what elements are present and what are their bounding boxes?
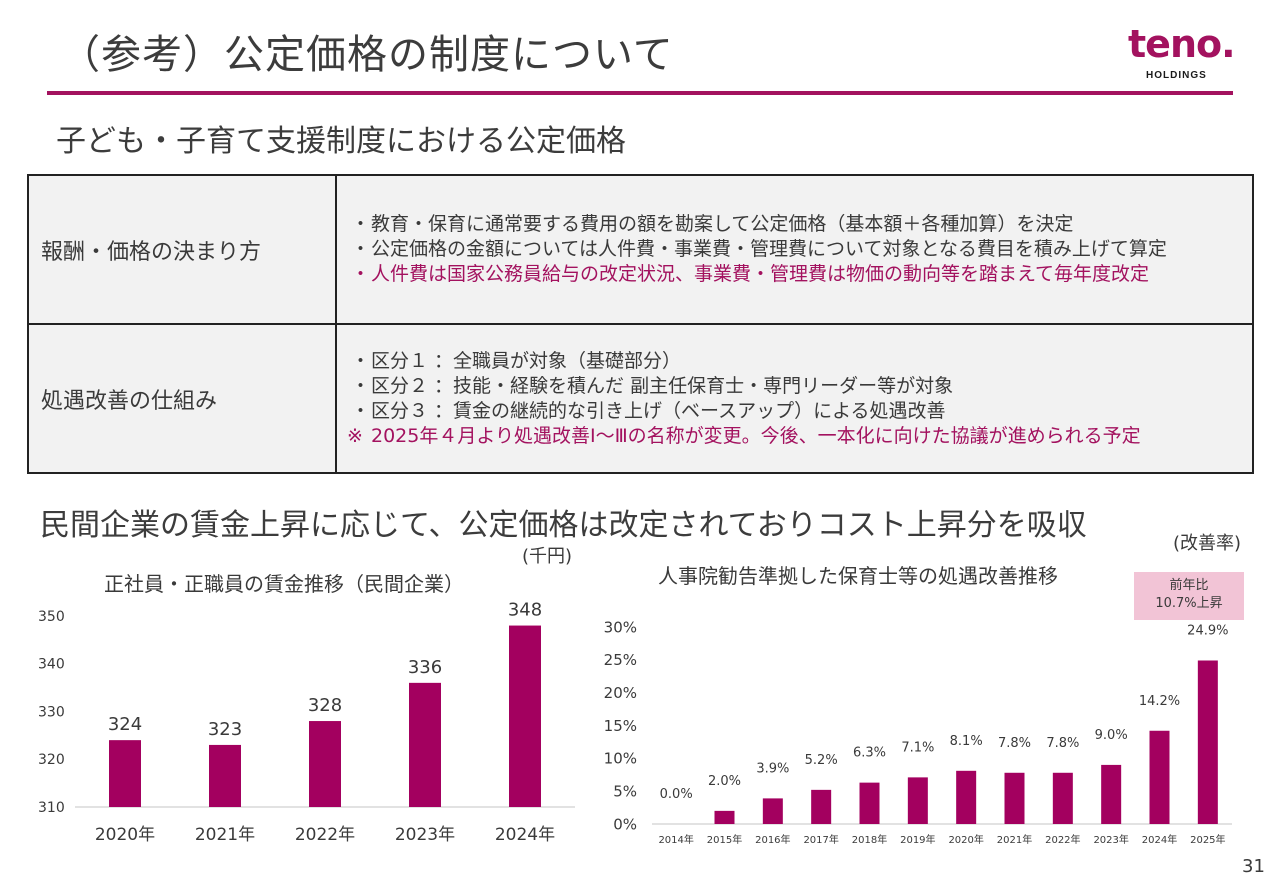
y-tick-label: 10% <box>604 750 637 768</box>
x-tick-label: 2024年 <box>495 825 555 845</box>
data-label: 323 <box>208 719 242 740</box>
title-divider <box>47 91 1233 95</box>
y-tick-label: 320 <box>38 752 65 768</box>
left-chart-title: 正社員・正職員の賃金推移（民間企業） <box>104 572 464 596</box>
row-label: 処遇改善の仕組み <box>27 323 337 474</box>
left-chart-unit: (千円) <box>522 546 573 567</box>
table-row: 処遇改善の仕組み 区分１ ：全職員が対象（基礎部分） 区分２ ：技能・経験を積ん… <box>27 323 1254 474</box>
x-tick-label: 2020年 <box>95 825 155 845</box>
company-logo: teno. HOLDINGS <box>1128 22 1238 84</box>
x-tick-label: 2021年 <box>997 833 1032 846</box>
bar <box>309 721 341 807</box>
y-tick-label: 340 <box>38 657 65 673</box>
data-label: 5.2% <box>805 753 838 768</box>
bar <box>1197 660 1218 824</box>
y-tick-label: 330 <box>38 704 65 720</box>
note-mark: ※ <box>347 424 363 447</box>
bar <box>409 682 441 807</box>
section-title-public-price: 子ども・子育て支援制度における公定価格 <box>56 124 626 159</box>
data-label: 8.1% <box>950 734 983 749</box>
bar <box>1052 772 1073 824</box>
data-label: 24.9% <box>1187 623 1228 638</box>
row-content: 教育・保育に通常要する費用の額を勘案して公定価格（基本額＋各種加算）を決定 公定… <box>335 174 1254 325</box>
bar <box>811 789 832 824</box>
x-tick-label: 2021年 <box>195 825 255 845</box>
bar <box>1101 764 1122 824</box>
data-label: 14.2% <box>1139 694 1180 709</box>
y-tick-label: 0% <box>613 815 637 833</box>
bullet-item: 教育・保育に通常要する費用の額を勘案して公定価格（基本額＋各種加算）を決定 <box>347 212 1242 237</box>
y-tick-label: 25% <box>604 651 637 669</box>
bar <box>1004 772 1025 824</box>
data-label: 348 <box>508 600 542 621</box>
right-chart-unit: (改善率) <box>1173 533 1242 554</box>
table-row: 報酬・価格の決まり方 教育・保育に通常要する費用の額を勘案して公定価格（基本額＋… <box>27 174 1254 325</box>
x-tick-label: 2017年 <box>803 833 838 846</box>
bar <box>714 810 735 824</box>
x-tick-label: 2022年 <box>295 825 355 845</box>
data-label: 0.0% <box>660 787 693 802</box>
bullet-item: 区分３ ：賃金の継続的な引き上げ（ベースアップ）による処遇改善 <box>347 399 1242 424</box>
logo-wordmark: teno. <box>1128 22 1236 66</box>
x-tick-label: 2023年 <box>395 825 455 845</box>
callout-line2: 10.7%上昇 <box>1155 596 1223 611</box>
bullet-item-highlight: 人件費は国家公務員給与の改定状況、事業費・管理費は物価の動向等を踏まえて毎年度改… <box>347 262 1242 287</box>
y-tick-label: 15% <box>604 717 637 735</box>
page-number: 31 <box>1242 856 1265 877</box>
x-tick-label: 2015年 <box>707 833 742 846</box>
y-tick-label: 20% <box>604 684 637 702</box>
bar <box>109 740 141 807</box>
data-label: 9.0% <box>1095 728 1128 743</box>
x-tick-label: 2014年 <box>658 833 693 846</box>
y-tick-label: 350 <box>38 609 65 625</box>
public-price-table: 報酬・価格の決まり方 教育・保育に通常要する費用の額を勘案して公定価格（基本額＋… <box>27 174 1254 474</box>
bar <box>907 777 928 824</box>
data-label: 2.0% <box>708 774 741 789</box>
bar <box>209 744 241 807</box>
section-title-wage: 民間企業の賃金上昇に応じて、公定価格は改定されておりコスト上昇分を吸収 <box>40 508 1087 543</box>
x-tick-label: 2024年 <box>1142 833 1177 846</box>
data-label: 7.8% <box>1046 736 1079 751</box>
y-tick-label: 30% <box>604 618 637 636</box>
bullet-item: 区分２ ：技能・経験を積んだ 副主任保育士・専門リーダー等が対象 <box>347 374 1242 399</box>
x-tick-label: 2023年 <box>1093 833 1128 846</box>
x-tick-label: 2025年 <box>1190 833 1225 846</box>
x-tick-label: 2018年 <box>852 833 887 846</box>
right-chart-title: 人事院勧告準拠した保育士等の処遇改善推移 <box>658 564 1058 588</box>
bar <box>509 625 541 807</box>
x-tick-label: 2016年 <box>755 833 790 846</box>
y-tick-label: 310 <box>38 800 65 816</box>
callout-line1: 前年比 <box>1169 578 1209 593</box>
x-tick-label: 2022年 <box>1045 833 1080 846</box>
data-label: 7.8% <box>998 736 1031 751</box>
row-label: 報酬・価格の決まり方 <box>27 174 337 325</box>
x-tick-label: 2019年 <box>900 833 935 846</box>
bullet-item: 公定価格の金額については人件費・事業費・管理費について対象となる費目を積み上げて… <box>347 237 1242 262</box>
bar <box>859 782 880 824</box>
logo-subtitle: HOLDINGS <box>1146 70 1207 81</box>
data-label: 3.9% <box>756 761 789 776</box>
note-item: ※ 2025年４月より処遇改善Ⅰ～Ⅲの名称が変更。今後、一本化に向けた協議が進め… <box>347 424 1242 449</box>
data-label: 7.1% <box>901 740 934 755</box>
data-label: 324 <box>108 714 142 735</box>
data-label: 336 <box>408 657 442 678</box>
bar <box>762 798 783 824</box>
x-tick-label: 2020年 <box>948 833 983 846</box>
page-title: （参考）公定価格の制度について <box>60 32 674 78</box>
bar <box>956 770 977 824</box>
row-content: 区分１ ：全職員が対象（基礎部分） 区分２ ：技能・経験を積んだ 副主任保育士・… <box>335 323 1254 474</box>
yoy-callout: 前年比 10.7%上昇 <box>1134 572 1244 620</box>
data-label: 6.3% <box>853 746 886 761</box>
data-label: 328 <box>308 695 342 716</box>
bar <box>1149 730 1170 824</box>
bullet-item: 区分１ ：全職員が対象（基礎部分） <box>347 349 1242 374</box>
y-tick-label: 5% <box>613 782 637 800</box>
note-text: 2025年４月より処遇改善Ⅰ～Ⅲの名称が変更。今後、一本化に向けた協議が進められ… <box>371 424 1141 447</box>
